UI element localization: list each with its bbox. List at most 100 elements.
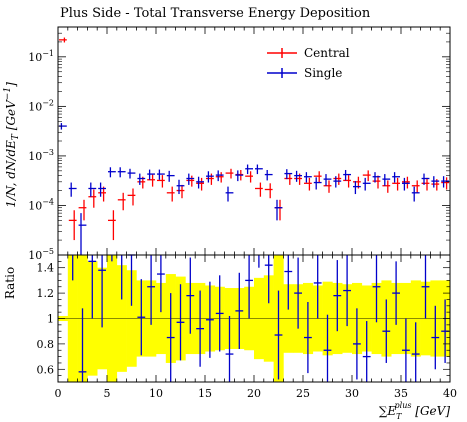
data-point-central [196,177,204,191]
legend-item-central: Central [267,46,350,60]
data-point-central [147,174,155,187]
data-point-single [117,167,126,178]
data-point-single [264,169,273,181]
data-point-central [392,177,400,191]
data-point-central [323,180,332,193]
data-point-single [78,213,87,255]
ratio-point [264,255,273,304]
ratio-point [176,284,185,361]
ratio-point [353,308,361,380]
ratio-point [382,299,391,363]
ratio-point [402,318,410,382]
main-plot-frame [57,26,451,256]
data-point-single [88,182,97,197]
ratio-point [235,272,244,349]
data-point-central [304,177,312,191]
x-tick-label: 40 [443,387,457,400]
data-point-single [147,169,155,180]
data-point-single [372,172,381,183]
ratio-tick-label: 0.8 [37,338,55,351]
chart-title: Plus Side - Total Transverse Energy Depo… [60,6,371,21]
legend-item-single: Single [267,66,342,80]
ratio-point [166,293,175,382]
data-point-central [88,189,97,208]
data-point-single [98,182,106,197]
y-tick-label: 10−3 [28,148,54,163]
data-point-central [255,182,263,197]
ratio-tick-label: 1.4 [37,262,55,275]
data-point-central [108,210,116,241]
data-point-central [402,176,410,189]
y-tick-label: 10−1 [28,49,54,64]
axes-layer: 0 5 10 15 20 25 30 35 40 10−1 10−2 10−3 10−4 10−5 0.6 0… [28,26,457,400]
ratio-point [421,255,430,319]
data-point-single [304,172,312,183]
ratio-tick-label: 0.6 [37,363,55,376]
ratio-point [206,281,214,358]
x-tick-label: 15 [198,387,212,400]
data-point-single [225,186,234,202]
data-point-single [323,174,332,186]
data-point-single [157,169,165,180]
data-point-central [313,171,322,183]
ratio-point [323,314,332,382]
ratio-point [284,255,293,310]
data-point-central [117,192,126,211]
x-tick-label: 25 [296,387,310,400]
data-point-central [382,180,391,193]
data-point-single [284,169,293,180]
ratio-point [98,255,106,328]
x-tick-label: 30 [345,387,359,400]
data-point-single [68,182,77,197]
data-point-single [431,176,440,188]
data-point-central [245,171,253,183]
ratio-point [313,255,322,319]
ratio-point [147,255,155,325]
data-point-central [176,184,185,199]
data-point-single [206,171,214,183]
ratio-point [186,257,195,334]
data-point-single [402,177,410,191]
ratio-point [304,301,312,374]
x-axis-label: ∑ETplus [GeV] [379,401,450,421]
data-point-single [235,170,244,182]
data-point-central [186,175,195,187]
data-point-central [225,168,234,179]
x-tick-label: 35 [394,387,408,400]
data-point-single [215,170,224,182]
data-point-single [196,176,204,189]
data-point-central [372,175,381,189]
x-tick-label: 0 [55,387,62,400]
legend-label-single: Single [304,66,342,80]
data-point-central [274,199,283,221]
ratio-tick-label: 1.2 [37,287,55,300]
legend-label-central: Central [304,46,350,60]
data-point-single [186,173,195,185]
data-point-single [245,164,253,175]
y-tick-label: 10−2 [28,98,54,113]
data-point-single [362,177,371,191]
ratio-point [196,290,204,367]
marks-layer [59,37,449,382]
data-point-single [392,172,400,183]
data-point-single [274,199,283,221]
data-point-single [255,164,263,175]
ratio-tick-label: 1 [47,313,54,326]
data-point-single [411,186,420,202]
data-point-central [59,37,67,43]
legend: Central Single [267,46,350,80]
data-point-central [157,175,165,188]
y-axis-label: 1/N, dN/dET [GeV−1] [3,82,21,208]
data-point-single [333,176,342,188]
ratio-point [245,255,253,319]
data-point-central [343,175,351,188]
data-point-single [382,174,391,186]
y-tick-label: 10−4 [28,197,54,212]
data-point-central [284,173,293,185]
ratio-point [411,322,420,382]
ratio-point [225,315,234,382]
data-point-central [411,180,420,193]
ratio-point [88,255,97,319]
ratio-point [78,308,87,382]
data-point-single [343,169,351,181]
